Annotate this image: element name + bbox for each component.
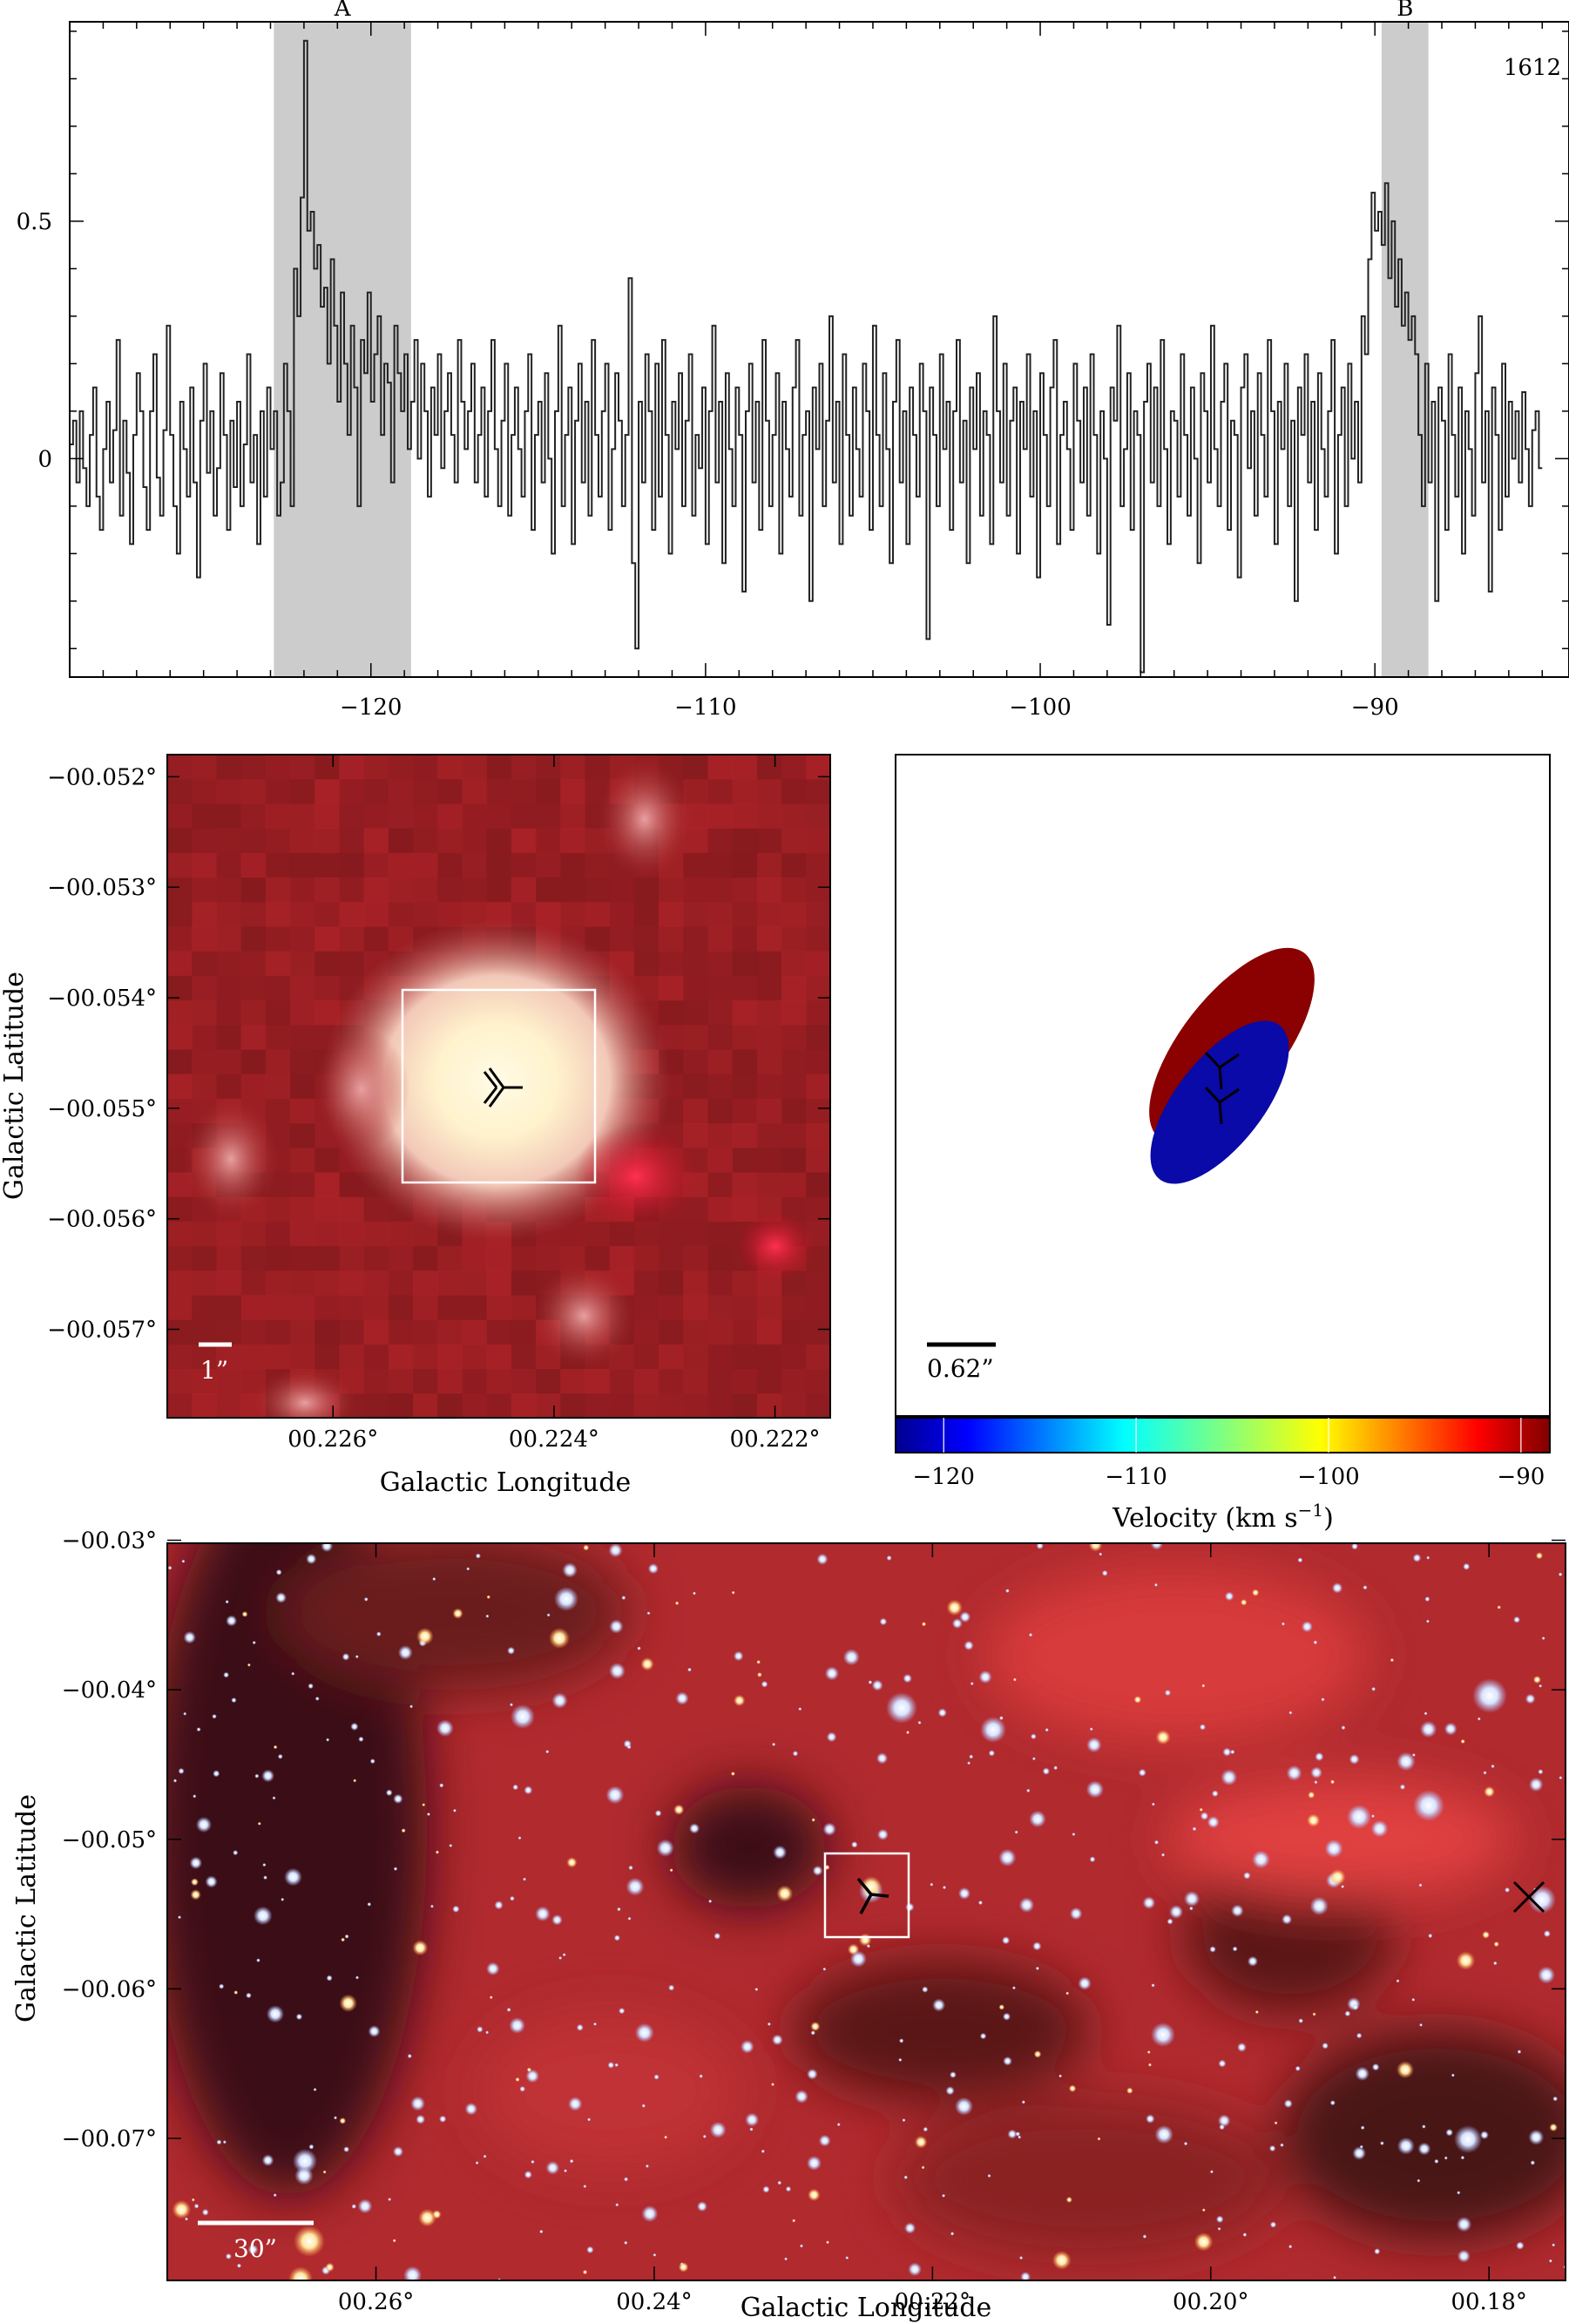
- wide-ticks: 00.26° 00.24° 00.22° 00.20° 00.18° −00.03° −00…: [62, 1528, 1566, 2315]
- wide-selection-box: [823, 1852, 910, 1939]
- zoom-y-tick-label: −00.057°: [47, 1318, 157, 1344]
- colorbar-ticks: −120 −110 −100 −90: [913, 1418, 1545, 1490]
- highlight-label-b: B: [1397, 0, 1413, 22]
- highlight-region-b: [1381, 22, 1429, 677]
- spectrum-annotation: 1612: [1504, 55, 1561, 81]
- wide-xlabel: Galactic Longitude: [741, 2293, 992, 2323]
- colorbar-label: Velocity (km s−1): [1112, 1500, 1334, 1534]
- wide-cross-marker: [1512, 1880, 1545, 1914]
- zoom-frame: [166, 754, 831, 1419]
- wide-image-panel: 30” 00.26° 00.24° 00.22° 00.20° 00.18° −00.03…: [11, 1528, 1566, 2323]
- highlight-region-a: [274, 22, 411, 677]
- colorbar-tick-label: −110: [1105, 1464, 1167, 1490]
- wide-y-tick-label: −00.05°: [62, 1827, 157, 1853]
- wide-y-tick-label: −00.04°: [62, 1677, 157, 1704]
- zoom-y-tick-label: −00.056°: [47, 1207, 157, 1233]
- zoom-y-tick-label: −00.052°: [47, 764, 157, 790]
- wide-scale-label: 30”: [233, 2234, 277, 2263]
- zoom-x-tick-label: 00.222°: [730, 1426, 821, 1453]
- zoom-ticks: 00.226° 00.224° 00.222° −00.052° −00.053° −00…: [47, 755, 830, 1453]
- wide-y-tick-label: −00.07°: [62, 2126, 157, 2152]
- zoom-xlabel: Galactic Longitude: [380, 1467, 632, 1498]
- wide-x-tick-label: 00.24°: [616, 2289, 692, 2315]
- spectrum-y-tick-label: 0.5: [17, 209, 52, 235]
- wide-x-tick-label: 00.26°: [338, 2289, 414, 2315]
- zoom-x-tick-label: 00.226°: [287, 1426, 378, 1453]
- spots-scale-label: 0.62”: [927, 1354, 994, 1383]
- spot-markers: [1204, 1051, 1240, 1125]
- wide-maser-marker: [856, 1877, 889, 1914]
- colorbar-tick-label: −120: [913, 1464, 975, 1490]
- spectrum-series-line: [70, 39, 1543, 674]
- zoom-y-tick-label: −00.054°: [47, 986, 157, 1012]
- wide-image: [167, 1543, 1566, 2280]
- zoom-y-tick-label: −00.055°: [47, 1096, 157, 1122]
- maser-position-marker: [483, 1067, 523, 1108]
- zoom-ylabel: Galactic Latitude: [0, 972, 30, 1200]
- wide-x-tick-label: 00.20°: [1173, 2289, 1248, 2315]
- zoom-y-tick-label: −00.053°: [47, 875, 157, 901]
- wide-ylabel: Galactic Latitude: [11, 1794, 42, 2022]
- wide-y-tick-label: −00.06°: [62, 1976, 157, 2002]
- highlight-label-a: A: [334, 0, 352, 22]
- spectrum-x-tick-label: −100: [1009, 694, 1071, 721]
- wide-x-tick-label: 00.18°: [1451, 2289, 1526, 2315]
- zoom-image-panel: 1” 00.226° 00.224° 00.222° −00.052° −00.053°…: [0, 754, 831, 1498]
- colorbar-tick-label: −100: [1297, 1464, 1359, 1490]
- wide-y-tick-label: −00.03°: [62, 1528, 157, 1555]
- spectrum-x-tick-label: −90: [1351, 694, 1399, 721]
- spectrum-x-tick-label: −110: [674, 694, 736, 721]
- velocity-colorbar: [895, 1417, 1551, 1453]
- zoom-image: [167, 755, 830, 1418]
- spectrum-x-tick-label: −120: [340, 694, 402, 721]
- spectrum-ticks: −120 −110 −100 −90 0 0.5: [17, 22, 1569, 721]
- zoom-x-tick-label: 00.224°: [509, 1426, 599, 1453]
- maser-spots-panel: 0.62” −120 −110 −100 −90 Velocity (km s−1): [895, 754, 1551, 1534]
- spectrum-frame: [69, 21, 1569, 678]
- spectrum-y-tick-label: 0: [37, 446, 52, 472]
- wide-frame: [166, 1542, 1566, 2281]
- colorbar-tick-label: −90: [1497, 1464, 1545, 1490]
- wide-x-tick-label: 00.22°: [895, 2289, 970, 2315]
- zoom-scale-label: 1”: [200, 1356, 228, 1385]
- zoom-selection-box: [401, 988, 597, 1184]
